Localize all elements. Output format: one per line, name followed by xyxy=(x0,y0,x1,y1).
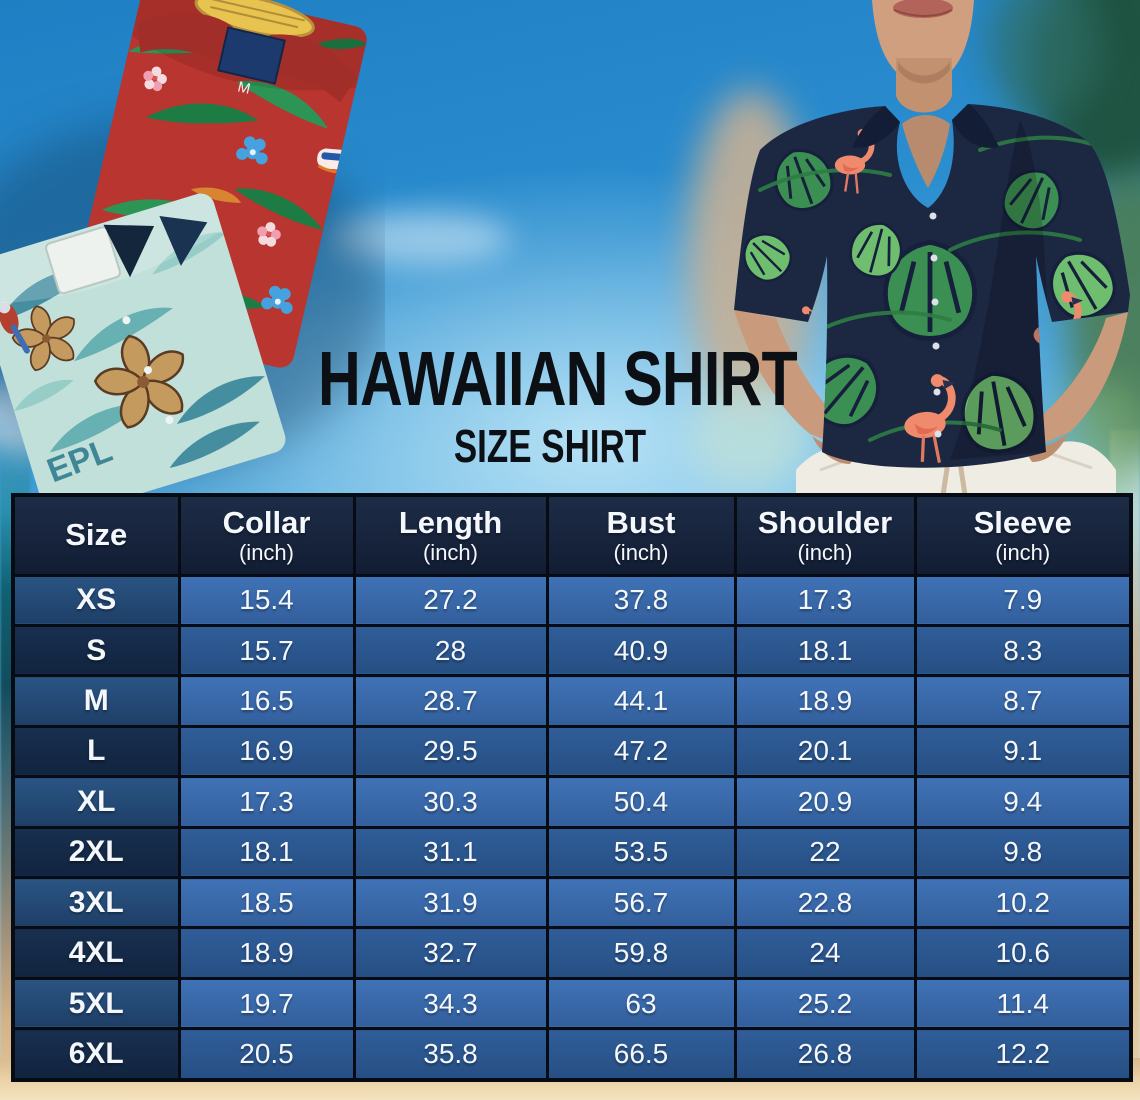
size-table-body: XS 15.4 27.2 37.8 17.3 7.9 S 15.7 28 40.9 18.1 8.3 M… xyxy=(11,573,1133,1082)
sleeve-value-cell: 11.4 xyxy=(913,976,1133,1031)
sleeve-value-cell: 8.7 xyxy=(913,674,1133,728)
collar-value-cell: 16.5 xyxy=(177,674,356,728)
bust-value-cell: 37.8 xyxy=(545,573,737,627)
column-header-size: Size xyxy=(11,493,181,577)
page-title: HAWAIIAN SHIRT xyxy=(318,335,798,422)
size-chart-table: Size Collar (inch) Length (inch) Bust (i… xyxy=(11,493,1133,1082)
size-label-cell: 5XL xyxy=(11,976,181,1031)
title-block: HAWAIIAN SHIRT SIZE SHIRT xyxy=(260,335,840,472)
size-label-cell: M xyxy=(11,674,181,728)
size-row-S: S 15.7 28 40.9 18.1 8.3 xyxy=(11,623,1133,678)
shoulder-value-cell: 20.1 xyxy=(733,724,917,779)
column-header-bust: Bust (inch) xyxy=(545,493,737,577)
length-value-cell: 30.3 xyxy=(352,775,549,829)
collar-value-cell: 18.5 xyxy=(177,876,356,930)
page-subtitle: SIZE SHIRT xyxy=(453,420,647,472)
size-label-cell: 6XL xyxy=(11,1027,181,1082)
size-row-4XL: 4XL 18.9 32.7 59.8 24 10.6 xyxy=(11,926,1133,980)
length-value-cell: 28 xyxy=(352,623,549,678)
length-value-cell: 32.7 xyxy=(352,926,549,980)
header-row: Size Collar (inch) Length (inch) Bust (i… xyxy=(11,493,1133,577)
size-row-6XL: 6XL 20.5 35.8 66.5 26.8 12.2 xyxy=(11,1027,1133,1082)
size-row-L: L 16.9 29.5 47.2 20.1 9.1 xyxy=(11,724,1133,779)
length-value-cell: 35.8 xyxy=(352,1027,549,1082)
bust-value-cell: 50.4 xyxy=(545,775,737,829)
length-value-cell: 28.7 xyxy=(352,674,549,728)
collar-value-cell: 20.5 xyxy=(177,1027,356,1082)
size-row-M: M 16.5 28.7 44.1 18.9 8.7 xyxy=(11,674,1133,728)
neck-label-patch xyxy=(217,26,286,85)
size-label-cell: XS xyxy=(11,573,181,627)
collar-value-cell: 19.7 xyxy=(177,976,356,1031)
column-header-length: Length (inch) xyxy=(352,493,549,577)
length-value-cell: 34.3 xyxy=(352,976,549,1031)
bust-value-cell: 44.1 xyxy=(545,674,737,728)
shoulder-value-cell: 18.9 xyxy=(733,674,917,728)
cloud xyxy=(330,212,510,264)
shirt-size-tag: M xyxy=(236,78,252,97)
size-row-2XL: 2XL 18.1 31.1 53.5 22 9.8 xyxy=(11,825,1133,880)
shoulder-value-cell: 18.1 xyxy=(733,623,917,678)
size-label-cell: 4XL xyxy=(11,926,181,980)
shoulder-value-cell: 17.3 xyxy=(733,573,917,627)
sleeve-value-cell: 9.4 xyxy=(913,775,1133,829)
bust-value-cell: 66.5 xyxy=(545,1027,737,1082)
flamingo-leaf-pattern xyxy=(743,120,1117,464)
collar-value-cell: 18.9 xyxy=(177,926,356,980)
shoulder-value-cell: 20.9 xyxy=(733,775,917,829)
bust-value-cell: 63 xyxy=(545,976,737,1031)
model-right-arm xyxy=(734,310,848,448)
folded-hawaiian-shirts-photo: M xyxy=(0,0,385,505)
bust-value-cell: 56.7 xyxy=(545,876,737,930)
shoulder-value-cell: 22 xyxy=(733,825,917,880)
sleeve-value-cell: 12.2 xyxy=(913,1027,1133,1082)
length-value-cell: 31.1 xyxy=(352,825,549,880)
sleeve-value-cell: 8.3 xyxy=(913,623,1133,678)
size-row-5XL: 5XL 19.7 34.3 63 25.2 11.4 xyxy=(11,976,1133,1031)
column-header-sleeve: Sleeve (inch) xyxy=(913,493,1133,577)
collar-value-cell: 16.9 xyxy=(177,724,356,779)
sleeve-value-cell: 10.6 xyxy=(913,926,1133,980)
size-label-cell: 3XL xyxy=(11,876,181,930)
palm-blur xyxy=(985,0,1100,120)
bust-value-cell: 59.8 xyxy=(545,926,737,980)
size-row-3XL: 3XL 18.5 31.9 56.7 22.8 10.2 xyxy=(11,876,1133,930)
collar-value-cell: 17.3 xyxy=(177,775,356,829)
chest-pocket-graphic xyxy=(45,226,121,295)
shoulder-value-cell: 25.2 xyxy=(733,976,917,1031)
model-neck xyxy=(896,58,952,113)
model-left-arm xyxy=(1032,312,1128,448)
sleeve-value-cell: 10.2 xyxy=(913,876,1133,930)
size-label-cell: L xyxy=(11,724,181,779)
size-row-XS: XS 15.4 27.2 37.8 17.3 7.9 xyxy=(11,573,1133,627)
shoulder-value-cell: 26.8 xyxy=(733,1027,917,1082)
collar-value-cell: 15.4 xyxy=(177,573,356,627)
collar-value-cell: 18.1 xyxy=(177,825,356,880)
column-header-shoulder: Shoulder (inch) xyxy=(733,493,917,577)
teal-hawaiian-shirt-graphic: EPL xyxy=(0,190,286,505)
model-wearing-flamingo-shirt-photo xyxy=(734,0,1130,495)
column-header-collar: Collar (inch) xyxy=(177,493,356,577)
length-value-cell: 27.2 xyxy=(352,573,549,627)
size-label-cell: S xyxy=(11,623,181,678)
size-label-cell: 2XL xyxy=(11,825,181,880)
sleeve-value-cell: 9.1 xyxy=(913,724,1133,779)
sleeve-value-cell: 9.8 xyxy=(913,825,1133,880)
shoulder-value-cell: 24 xyxy=(733,926,917,980)
bust-value-cell: 53.5 xyxy=(545,825,737,880)
bust-value-cell: 47.2 xyxy=(545,724,737,779)
bust-value-cell: 40.9 xyxy=(545,623,737,678)
size-label-cell: XL xyxy=(11,775,181,829)
sleeve-value-cell: 7.9 xyxy=(913,573,1133,627)
shoulder-value-cell: 22.8 xyxy=(733,876,917,930)
length-value-cell: 29.5 xyxy=(352,724,549,779)
length-value-cell: 31.9 xyxy=(352,876,549,930)
collar-value-cell: 15.7 xyxy=(177,623,356,678)
shirt-buttons xyxy=(929,212,942,438)
size-row-XL: XL 17.3 30.3 50.4 20.9 9.4 xyxy=(11,775,1133,829)
